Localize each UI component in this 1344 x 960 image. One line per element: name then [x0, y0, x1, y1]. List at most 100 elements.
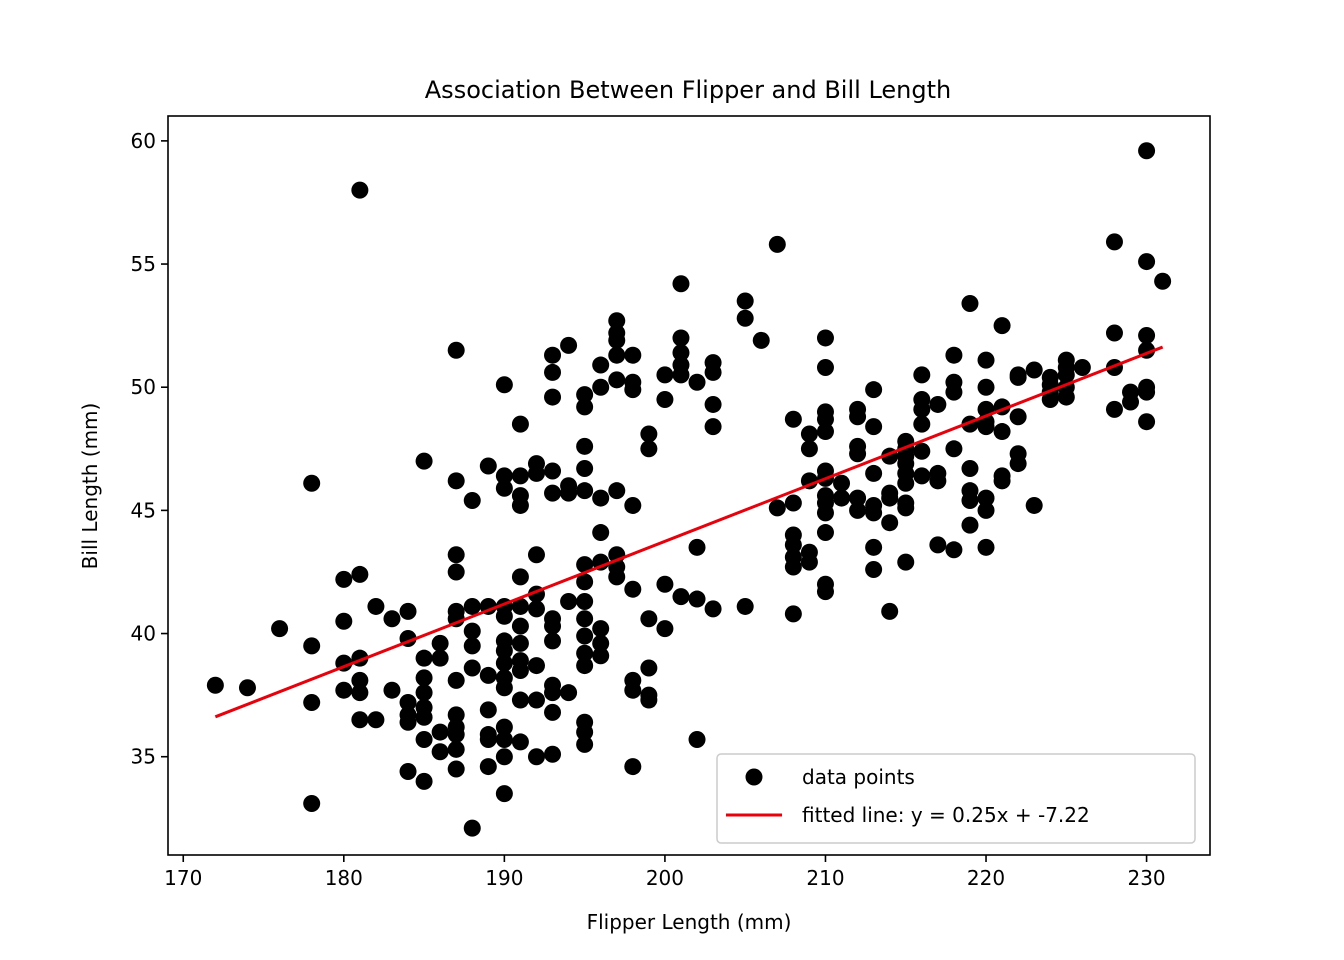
- data-point: [704, 418, 722, 436]
- data-point: [495, 376, 513, 394]
- axis-ticks: 170 180 190 200 210 220 230 35 40 45 50 55 60: [131, 129, 1166, 890]
- data-point: [913, 467, 931, 485]
- data-point: [897, 474, 915, 492]
- data-point: [431, 743, 449, 761]
- data-point: [351, 671, 369, 689]
- data-point: [1138, 142, 1156, 160]
- data-point: [479, 701, 497, 719]
- data-point: [399, 602, 417, 620]
- data-point: [977, 351, 995, 369]
- data-point: [351, 565, 369, 583]
- data-point: [576, 482, 594, 500]
- data-point: [206, 676, 224, 694]
- data-point: [784, 605, 802, 623]
- data-point: [945, 383, 963, 401]
- data-point: [335, 612, 353, 630]
- data-point: [881, 514, 899, 532]
- x-tick-label: 170: [164, 866, 202, 890]
- data-point: [1138, 253, 1156, 271]
- data-point: [945, 440, 963, 458]
- fitted-line: [214, 345, 1164, 719]
- x-tick-label: 180: [325, 866, 363, 890]
- data-point: [1105, 324, 1123, 342]
- data-point: [576, 460, 594, 478]
- x-tick-label: 190: [485, 866, 523, 890]
- data-point: [800, 553, 818, 571]
- data-point: [463, 597, 481, 615]
- data-point: [688, 730, 706, 748]
- data-point: [351, 711, 369, 729]
- data-point: [576, 398, 594, 416]
- data-point: [1122, 393, 1140, 411]
- data-point: [495, 748, 513, 766]
- data-point: [849, 408, 867, 426]
- data-point: [897, 499, 915, 517]
- data-point: [527, 691, 545, 709]
- data-point: [913, 366, 931, 384]
- data-point: [527, 546, 545, 564]
- data-point: [511, 568, 529, 586]
- data-point: [977, 489, 995, 507]
- plot-area: [206, 142, 1172, 837]
- y-tick-label: 35: [131, 745, 156, 769]
- data-point: [447, 472, 465, 490]
- data-point: [640, 691, 658, 709]
- data-point: [993, 423, 1011, 441]
- data-point: [913, 400, 931, 418]
- x-tick-label: 220: [967, 866, 1005, 890]
- data-point: [849, 445, 867, 463]
- data-point: [624, 381, 642, 399]
- data-point: [592, 489, 610, 507]
- data-point: [816, 504, 834, 522]
- data-point: [800, 440, 818, 458]
- data-point: [1025, 496, 1043, 514]
- data-point: [415, 669, 433, 687]
- data-point: [704, 395, 722, 413]
- data-point: [1073, 359, 1091, 377]
- data-point: [447, 563, 465, 581]
- data-point: [816, 524, 834, 542]
- chart-title: Association Between Flipper and Bill Len…: [425, 76, 951, 104]
- data-point: [544, 745, 562, 763]
- data-point: [672, 588, 690, 606]
- data-point: [752, 331, 770, 349]
- data-point: [447, 546, 465, 564]
- axes-frame: [167, 115, 1211, 856]
- data-point: [479, 758, 497, 776]
- y-tick-label: 40: [131, 622, 156, 646]
- data-point: [399, 762, 417, 780]
- data-point: [415, 649, 433, 667]
- data-point: [415, 730, 433, 748]
- data-point: [784, 410, 802, 428]
- data-point: [495, 679, 513, 697]
- data-point: [335, 681, 353, 699]
- data-point: [463, 819, 481, 837]
- data-point: [544, 363, 562, 381]
- data-point: [1138, 326, 1156, 344]
- y-tick-label: 60: [131, 129, 156, 153]
- data-point: [640, 659, 658, 677]
- data-point: [1057, 388, 1075, 406]
- data-point: [865, 381, 883, 399]
- data-point: [447, 760, 465, 778]
- data-point: [431, 634, 449, 652]
- x-axis-title: Flipper Length (mm): [587, 910, 792, 934]
- data-point: [576, 573, 594, 591]
- data-point: [495, 479, 513, 497]
- data-point: [865, 418, 883, 436]
- legend-marker-data-points: [745, 768, 763, 786]
- data-point: [511, 415, 529, 433]
- data-point: [608, 371, 626, 389]
- x-tick-label: 210: [806, 866, 844, 890]
- legend-label-data-points: data points: [802, 765, 915, 789]
- data-point: [303, 637, 321, 655]
- data-point: [881, 602, 899, 620]
- data-point: [672, 366, 690, 384]
- data-point: [592, 647, 610, 665]
- data-point: [495, 785, 513, 803]
- data-point: [463, 622, 481, 640]
- data-point: [704, 363, 722, 381]
- legend-box: [716, 753, 1196, 844]
- data-point: [736, 309, 754, 327]
- data-point: [399, 713, 417, 731]
